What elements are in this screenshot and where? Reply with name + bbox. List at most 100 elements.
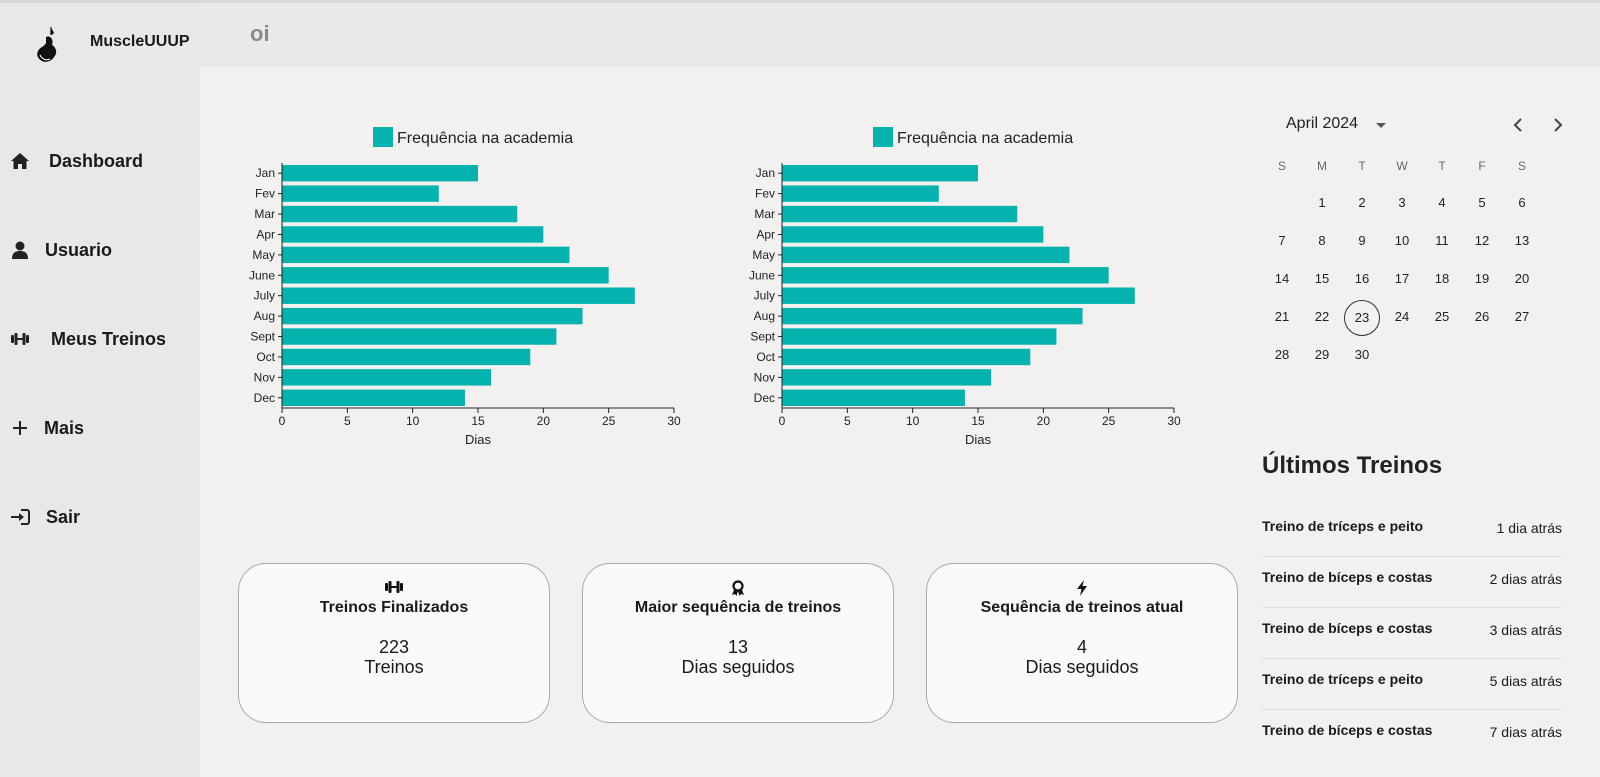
brand-name: MuscleUUUP [90, 33, 190, 50]
calendar-day[interactable]: 2 [1358, 195, 1366, 210]
bar[interactable] [282, 307, 583, 325]
calendar-day[interactable]: 25 [1434, 309, 1450, 324]
sidebar: MuscleUUUP Dashboard Usuario Meus Treino… [0, 3, 200, 777]
recent-workout-item[interactable]: Treino de bíceps e costas 3 dias atrás [1262, 608, 1562, 659]
bar[interactable] [282, 185, 439, 202]
chevron-left-icon[interactable] [1506, 113, 1530, 137]
sidebar-item-mais[interactable]: Mais [10, 418, 84, 438]
calendar-weekday: S [1517, 159, 1526, 173]
bar[interactable] [282, 267, 609, 284]
bar[interactable] [282, 287, 635, 304]
calendar-day-selected[interactable]: 23 [1344, 300, 1380, 336]
bar[interactable] [782, 165, 978, 182]
sidebar-item-usuario[interactable]: Usuario [10, 240, 112, 260]
chart-legend[interactable]: Frequência na academia [373, 127, 573, 147]
y-tick-label: Mar [254, 207, 275, 221]
calendar-day[interactable]: 30 [1354, 347, 1370, 362]
calendar-day[interactable]: 24 [1394, 309, 1410, 324]
y-tick-label: Dec [254, 391, 275, 405]
calendar-day[interactable]: 9 [1358, 233, 1366, 248]
y-tick-label: Oct [256, 350, 275, 364]
bar[interactable] [782, 246, 1070, 264]
bar[interactable] [282, 165, 478, 182]
plus-icon [13, 421, 27, 435]
recent-workout-name: Treino de tríceps e peito [1262, 518, 1424, 534]
calendar-day[interactable]: 22 [1314, 309, 1330, 324]
calendar-day[interactable]: 18 [1434, 271, 1450, 286]
bar[interactable] [782, 307, 1083, 325]
calendar-day[interactable]: 8 [1318, 233, 1326, 248]
header: oi [200, 3, 1600, 67]
recent-workout-item[interactable]: Treino de tríceps e peito 1 dia atrás [1262, 506, 1562, 557]
sidebar-item-sair[interactable]: Sair [10, 507, 80, 527]
y-tick-label: Aug [254, 309, 275, 323]
bar[interactable] [282, 246, 570, 264]
bar[interactable] [782, 369, 992, 386]
y-tick-label: May [752, 248, 775, 262]
calendar-day[interactable]: 7 [1278, 233, 1286, 248]
bar[interactable] [282, 205, 518, 223]
calendar-day[interactable]: 16 [1354, 271, 1370, 286]
calendar-day[interactable]: 13 [1514, 233, 1530, 248]
x-tick-label: 0 [779, 414, 786, 428]
bar[interactable] [782, 328, 1057, 345]
y-tick-label: Oct [756, 350, 775, 364]
calendar-day[interactable]: 21 [1274, 309, 1290, 324]
bar[interactable] [282, 328, 557, 345]
dumbbell-icon [11, 333, 29, 345]
bar[interactable] [782, 348, 1031, 366]
chart-legend[interactable]: Frequência na academia [873, 127, 1073, 147]
calendar-day[interactable]: 20 [1514, 271, 1530, 286]
calendar-day[interactable]: 1 [1318, 195, 1326, 210]
calendar-day[interactable]: 6 [1518, 195, 1526, 210]
y-tick-label: Fev [755, 187, 775, 201]
bar[interactable] [282, 226, 544, 243]
recent-workout-item[interactable]: Treino de bíceps e costas 7 dias atrás [1262, 710, 1562, 761]
stat-unit: Dias seguidos [681, 657, 795, 677]
sidebar-item-dashboard[interactable]: Dashboard [10, 151, 143, 171]
calendar-day[interactable]: 19 [1474, 271, 1490, 286]
user-icon [12, 241, 28, 259]
calendar-day[interactable]: 29 [1314, 347, 1330, 362]
caret-down-icon[interactable] [1376, 123, 1386, 128]
calendar-day[interactable]: 15 [1314, 271, 1330, 286]
bar[interactable] [282, 348, 531, 366]
calendar-day[interactable]: 11 [1435, 233, 1449, 248]
bar[interactable] [782, 205, 1018, 223]
calendar-day[interactable]: 14 [1274, 271, 1290, 286]
bar[interactable] [782, 267, 1109, 284]
calendar-weekday: W [1396, 159, 1408, 173]
y-tick-label: Jan [256, 166, 275, 180]
calendar-day[interactable]: 27 [1514, 309, 1530, 324]
bar[interactable] [782, 287, 1135, 304]
brand[interactable]: MuscleUUUP [30, 25, 190, 71]
calendar-day[interactable]: 10 [1394, 233, 1410, 248]
chevron-right-icon[interactable] [1546, 113, 1570, 137]
calendar-month-label[interactable]: April 2024 [1286, 115, 1359, 132]
sidebar-item-meus-treinos[interactable]: Meus Treinos [10, 329, 166, 349]
recent-workout-name: Treino de bíceps e costas [1262, 569, 1433, 585]
calendar-day[interactable]: 17 [1394, 271, 1410, 286]
calendar-weekday: F [1478, 159, 1486, 173]
recent-workout-item[interactable]: Treino de bíceps e costas 2 dias atrás [1262, 557, 1562, 608]
calendar-day[interactable]: 26 [1474, 309, 1490, 324]
calendar-day[interactable]: 3 [1398, 195, 1406, 210]
y-tick-label: Nov [754, 370, 775, 384]
x-tick-label: 30 [1167, 414, 1181, 428]
sidebar-item-label: Meus Treinos [51, 328, 167, 349]
x-tick-label: 20 [1037, 414, 1051, 428]
bar[interactable] [282, 389, 465, 406]
calendar-day[interactable]: 5 [1478, 195, 1486, 210]
calendar-day[interactable]: 28 [1274, 347, 1290, 362]
bar[interactable] [782, 185, 939, 202]
stat-card-sequencia-atual: Sequência de treinos atual 4 Dias seguid… [926, 563, 1238, 723]
calendar-day[interactable]: 12 [1474, 233, 1490, 248]
bar[interactable] [782, 226, 1044, 243]
x-tick-label: 25 [1102, 414, 1116, 428]
home-icon [11, 153, 29, 169]
calendar-day[interactable]: 4 [1438, 195, 1446, 210]
recent-workout-item[interactable]: Treino de tríceps e peito 5 dias atrás [1262, 659, 1562, 710]
bar[interactable] [282, 369, 492, 386]
y-tick-label: July [754, 289, 775, 303]
bar[interactable] [782, 389, 965, 406]
